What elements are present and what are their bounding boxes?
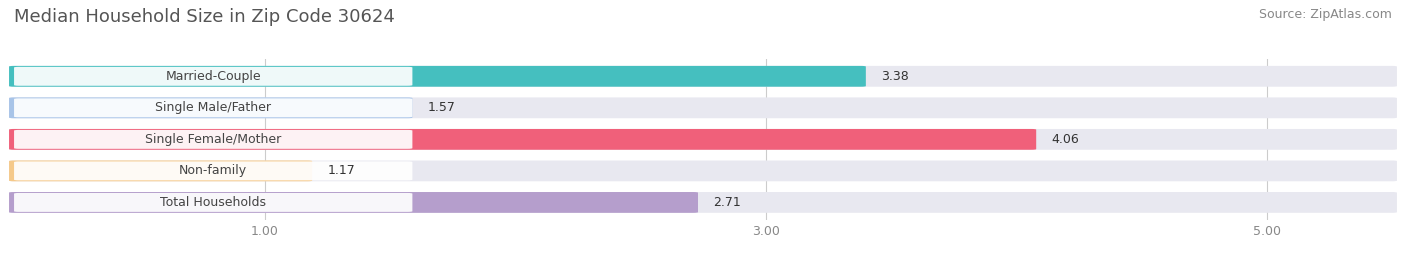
Text: Median Household Size in Zip Code 30624: Median Household Size in Zip Code 30624 bbox=[14, 8, 395, 26]
FancyBboxPatch shape bbox=[8, 66, 866, 87]
FancyBboxPatch shape bbox=[14, 193, 412, 212]
FancyBboxPatch shape bbox=[8, 192, 1398, 213]
Text: 1.57: 1.57 bbox=[427, 101, 456, 114]
Text: Single Female/Mother: Single Female/Mother bbox=[145, 133, 281, 146]
FancyBboxPatch shape bbox=[8, 129, 1036, 150]
Text: Married-Couple: Married-Couple bbox=[166, 70, 262, 83]
FancyBboxPatch shape bbox=[8, 98, 1398, 118]
Text: Total Households: Total Households bbox=[160, 196, 266, 209]
FancyBboxPatch shape bbox=[14, 67, 412, 86]
Text: 2.71: 2.71 bbox=[713, 196, 741, 209]
Text: Single Male/Father: Single Male/Father bbox=[155, 101, 271, 114]
FancyBboxPatch shape bbox=[8, 161, 312, 181]
Text: 4.06: 4.06 bbox=[1052, 133, 1078, 146]
FancyBboxPatch shape bbox=[14, 161, 412, 180]
FancyBboxPatch shape bbox=[14, 130, 412, 149]
FancyBboxPatch shape bbox=[8, 161, 1398, 181]
FancyBboxPatch shape bbox=[8, 66, 1398, 87]
Text: 1.17: 1.17 bbox=[328, 164, 354, 177]
Text: Non-family: Non-family bbox=[179, 164, 247, 177]
FancyBboxPatch shape bbox=[14, 98, 412, 117]
FancyBboxPatch shape bbox=[8, 192, 697, 213]
Text: 3.38: 3.38 bbox=[882, 70, 908, 83]
FancyBboxPatch shape bbox=[8, 98, 412, 118]
Text: Source: ZipAtlas.com: Source: ZipAtlas.com bbox=[1258, 8, 1392, 21]
FancyBboxPatch shape bbox=[8, 129, 1398, 150]
